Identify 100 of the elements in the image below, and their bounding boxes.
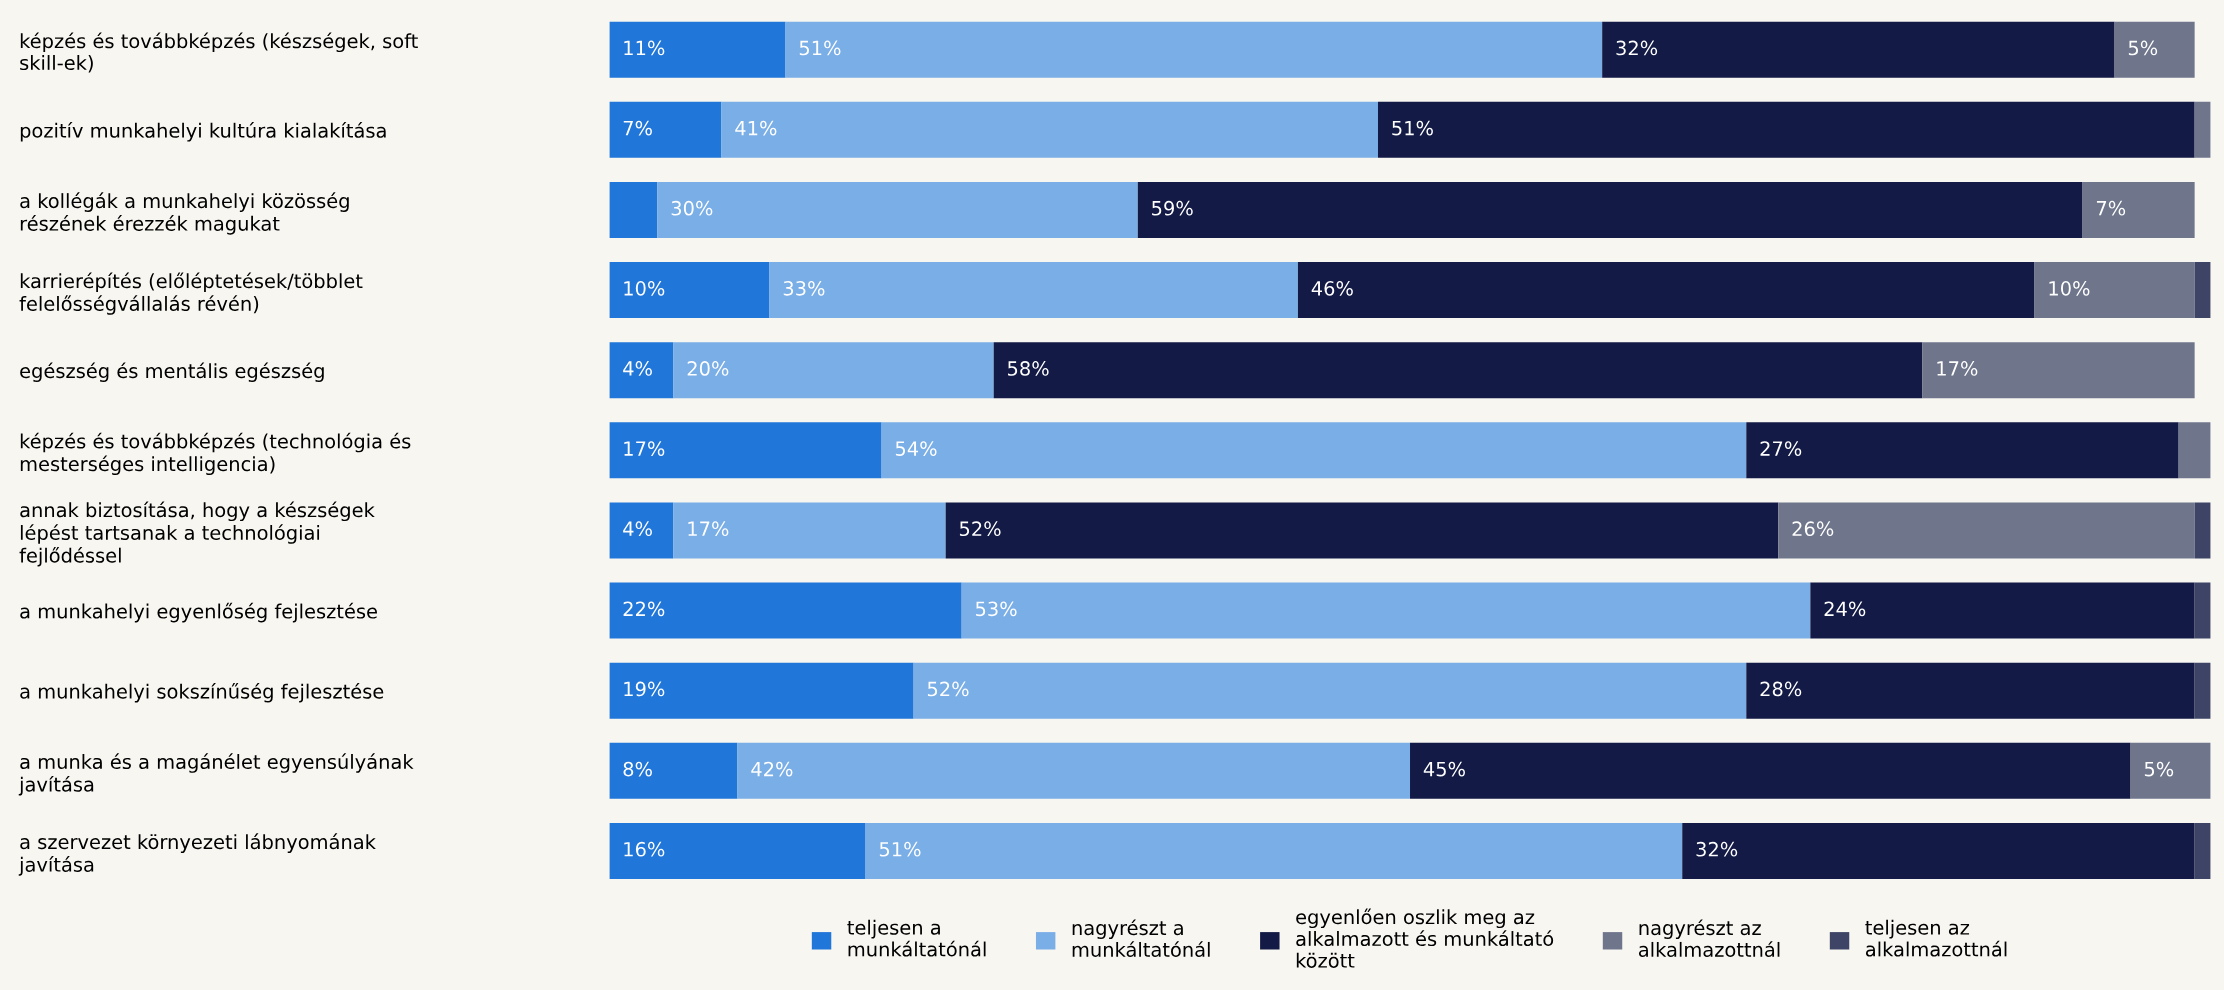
legend-label: teljesen a munkáltatónál — [847, 919, 986, 957]
bar — [2194, 262, 2211, 319]
bar — [2194, 502, 2211, 559]
bar — [785, 21, 1603, 78]
y-tick-label: a kollégák a munkahelyi közösség részének érezzék magukat — [20, 192, 349, 235]
bar — [2194, 101, 2211, 158]
bar — [2194, 822, 2211, 879]
y-tick-label: képzés és továbbképzés (készségek, soft skill-ek) — [20, 32, 418, 73]
bar — [609, 502, 674, 559]
bar — [1137, 181, 2083, 238]
bar — [609, 742, 738, 799]
bar — [1810, 582, 2195, 639]
bar — [2194, 582, 2211, 639]
data-label: 30% — [671, 200, 713, 216]
y-tick-label: a munka és a magánélet egyensúlyának javítása — [18, 753, 414, 796]
bar — [657, 181, 1138, 238]
y-tick-label: karrierépítés (előléptetések/többlet felelősségvállalás révén) — [19, 272, 363, 315]
bar — [1602, 21, 2115, 78]
y-tick-label: a munkahelyi sokszínűség fejlesztése — [20, 682, 384, 703]
bar — [2082, 181, 2195, 238]
data-label: 28% — [1760, 681, 1802, 697]
data-label: 4% — [623, 521, 652, 537]
data-label: 4% — [623, 361, 652, 376]
legend-label: egyenlően oszlik meg az alkalmazott és munkáltató között — [1296, 908, 1554, 968]
data-label: 26% — [1792, 521, 1834, 537]
data-label: 51% — [1392, 120, 1433, 136]
bar — [1410, 742, 2131, 799]
data-label: 7% — [2096, 200, 2126, 216]
data-label: 51% — [799, 40, 841, 56]
bar — [609, 101, 722, 158]
bar — [961, 582, 1811, 639]
bar — [881, 422, 1747, 479]
bar — [1746, 662, 2195, 719]
bar — [1778, 502, 2195, 559]
data-label: 32% — [1696, 841, 1738, 857]
legend-label: teljesen az alkalmazottnál — [1865, 919, 2007, 957]
bar — [865, 822, 1683, 879]
bar — [913, 662, 1747, 719]
bar — [609, 582, 962, 639]
data-label: 10% — [624, 280, 665, 296]
bar — [609, 342, 674, 399]
bar — [2114, 21, 2195, 78]
data-label: 58% — [1007, 361, 1049, 376]
bar — [1297, 262, 2035, 319]
data-label: 19% — [624, 681, 665, 697]
data-label: 17% — [624, 441, 665, 456]
data-label: 20% — [687, 361, 729, 376]
data-label: 54% — [895, 441, 937, 456]
bar — [2178, 422, 2211, 479]
bar — [1746, 422, 2179, 479]
data-label: 5% — [2128, 40, 2158, 56]
data-label: 52% — [927, 681, 969, 697]
bar — [2194, 662, 2211, 719]
bar — [1922, 342, 2195, 399]
y-tick-label: egészség és mentális egészség — [20, 362, 324, 382]
data-label: 10% — [2049, 280, 2090, 296]
bar — [2034, 262, 2195, 319]
bar — [609, 422, 882, 479]
bar — [609, 21, 786, 78]
data-label: 45% — [1423, 761, 1465, 777]
data-label: 51% — [879, 841, 921, 857]
bar — [2130, 742, 2211, 799]
data-label: 41% — [735, 120, 777, 136]
bar — [609, 262, 770, 319]
y-tick-label: a szervezet környezeti lábnyomának javítása — [18, 833, 376, 876]
data-label: 8% — [623, 761, 652, 777]
y-tick-label: pozitív munkahelyi kultúra kialakítása — [20, 122, 386, 142]
data-label: 16% — [624, 841, 665, 857]
bar — [1377, 101, 2195, 158]
bar — [737, 742, 1411, 799]
data-label: 59% — [1152, 200, 1193, 216]
legend-label: nagyrészt az alkalmazottnál — [1638, 919, 1780, 957]
data-label: 53% — [975, 601, 1017, 617]
data-label: 11% — [624, 40, 665, 56]
bar — [609, 181, 658, 238]
data-label: 17% — [688, 521, 729, 537]
bar — [993, 342, 1923, 399]
bar — [609, 662, 914, 719]
data-label: 17% — [1937, 361, 1978, 376]
data-label: 7% — [623, 120, 652, 136]
bar — [673, 342, 994, 399]
data-label: 22% — [623, 601, 665, 617]
data-label: 33% — [783, 280, 825, 296]
legend-label: nagyrészt a munkáltatónál — [1072, 919, 1210, 957]
bar — [673, 502, 946, 559]
bar — [945, 502, 1779, 559]
bar — [609, 822, 866, 879]
data-label: 42% — [751, 761, 793, 777]
data-label: 27% — [1760, 441, 1802, 456]
data-label: 5% — [2144, 761, 2174, 777]
data-label: 52% — [959, 521, 1001, 537]
bar — [721, 101, 1378, 158]
y-tick-label: a munkahelyi egyenlőség fejlesztése — [20, 602, 377, 623]
y-tick-label: annak biztosítása, hogy a készségek lépést tartsanak a technológiai fejlődéssel — [19, 501, 375, 567]
data-label: 24% — [1824, 601, 1866, 617]
y-tick-label: képzés és továbbképzés (technológia és mesterséges intelligencia) — [20, 432, 411, 476]
bar — [1682, 822, 2195, 879]
bar — [769, 262, 1298, 319]
data-label: 32% — [1616, 40, 1658, 56]
data-label: 46% — [1311, 280, 1353, 296]
